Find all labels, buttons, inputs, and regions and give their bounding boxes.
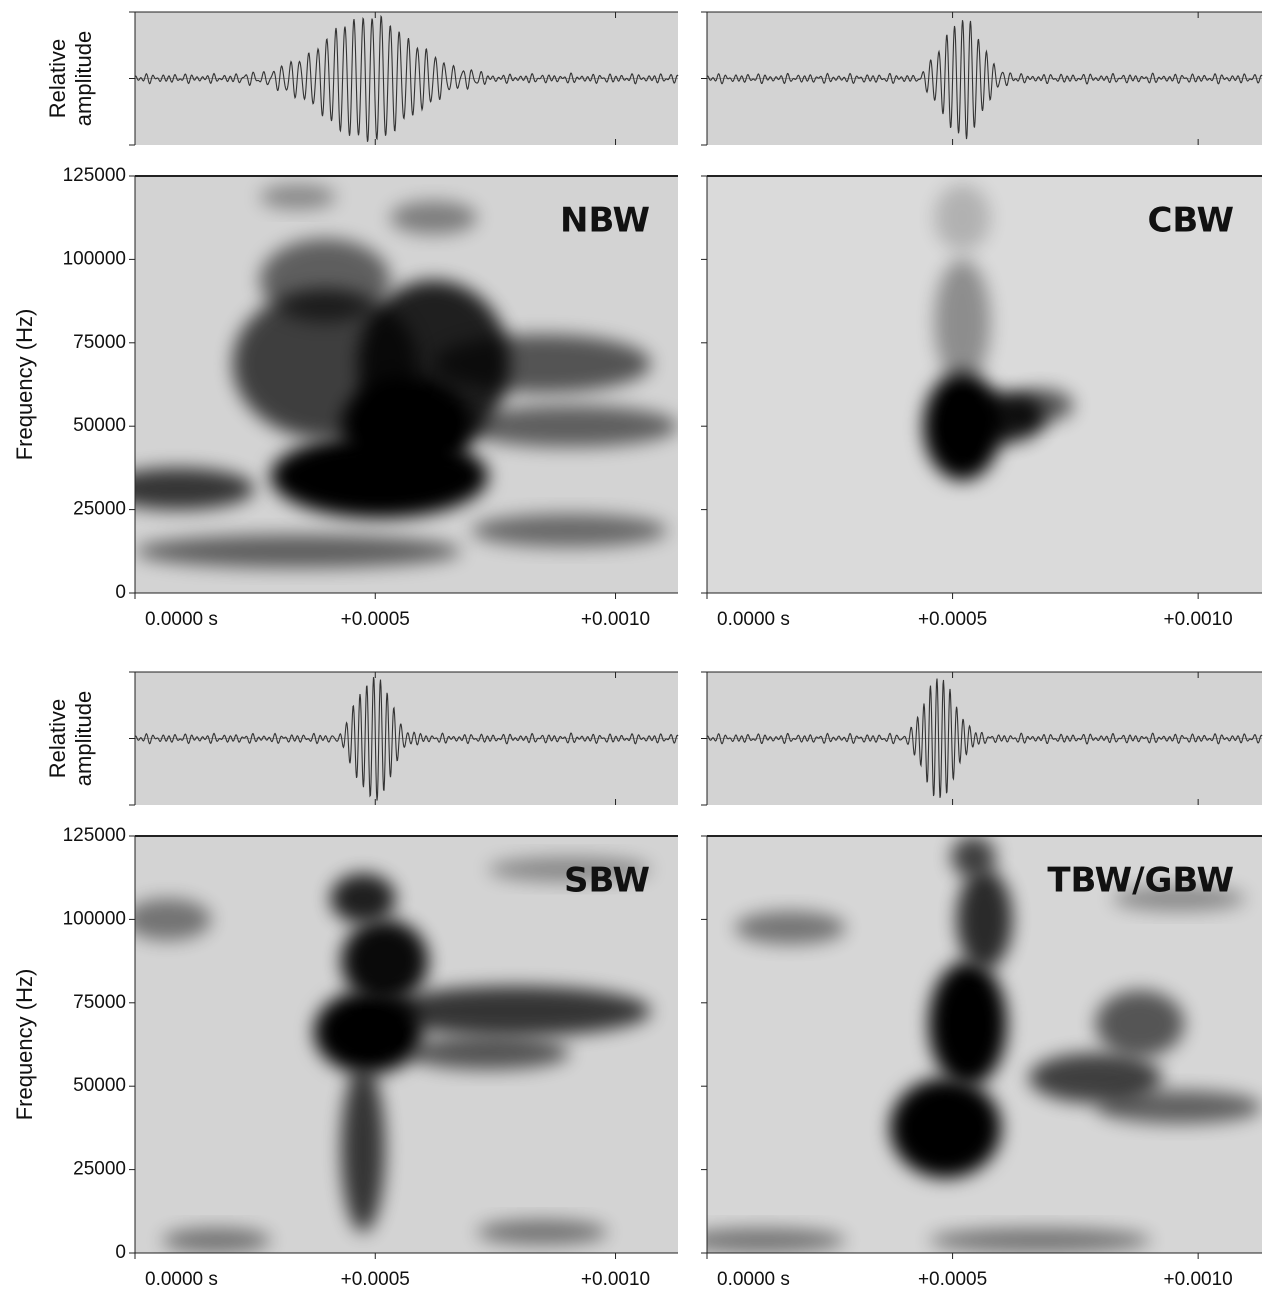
x-tick-label: 0.0000 s: [717, 1269, 790, 1290]
waveform: [134, 677, 679, 801]
x-tick-label: +0.0010: [581, 609, 650, 630]
panel: 0.0000 s +0.0005 +0.0010 TBW/GBW: [701, 671, 1263, 1290]
x-tick-label: +0.0010: [1164, 1269, 1233, 1290]
energy-blob: [929, 1227, 1151, 1253]
energy-blob: [1028, 1052, 1163, 1103]
y-tick-label: 75000: [73, 332, 126, 353]
y-tick-label: 50000: [73, 415, 126, 436]
energy-blob: [232, 288, 418, 439]
energy-blob: [734, 911, 846, 945]
species-label: TBW/GBW: [1047, 861, 1234, 901]
energy-blob: [390, 201, 478, 235]
energy-blob: [460, 405, 678, 448]
energy-blob: [341, 919, 429, 1003]
energy-blob: [162, 1227, 271, 1253]
energy-blob: [951, 836, 996, 878]
y-tick-label: 100000: [63, 908, 126, 929]
energy-blob: [1095, 1090, 1262, 1124]
spectrogram-texture: [135, 856, 651, 1253]
energy-blob: [934, 184, 991, 252]
x-tick-label: +0.0005: [341, 1269, 410, 1290]
energy-blob: [1006, 388, 1074, 423]
waveform: [706, 678, 1263, 798]
energy-blob: [135, 898, 212, 941]
x-tick-label: +0.0005: [341, 609, 410, 630]
y-tick-label: 25000: [73, 1159, 126, 1180]
x-tick-label: 0.0000 s: [145, 1269, 218, 1290]
species-label: SBW: [564, 861, 650, 901]
amplitude-label: Relative: [45, 39, 70, 118]
energy-blob: [707, 1227, 846, 1253]
x-tick-label: 0.0000 s: [717, 609, 790, 630]
energy-blob: [1112, 886, 1246, 912]
amplitude-label: amplitude: [71, 691, 96, 786]
species-label: NBW: [560, 201, 650, 241]
energy-blob: [934, 259, 991, 385]
y-tick-label: 125000: [63, 825, 126, 846]
energy-blob: [487, 856, 651, 882]
spectrogram-texture: [923, 184, 1074, 481]
energy-blob: [929, 961, 1007, 1087]
y-tick-label: 100000: [63, 248, 126, 269]
energy-blob: [341, 1065, 385, 1233]
energy-blob: [379, 986, 651, 1037]
waveform: [706, 20, 1263, 140]
y-axis-label: Frequency (Hz): [12, 969, 37, 1121]
energy-blob: [406, 1036, 570, 1070]
x-tick-label: +0.0010: [581, 1269, 650, 1290]
y-tick-label: 0: [115, 1242, 126, 1263]
energy-blob: [330, 873, 396, 924]
energy-blob: [135, 467, 255, 510]
panel: 0 25000 50000 75000 100000 125000 0.0000 s +0.0…: [12, 11, 679, 630]
energy-blob: [471, 513, 668, 548]
amplitude-label: amplitude: [71, 31, 96, 126]
species-label: CBW: [1147, 201, 1234, 241]
energy-blob: [259, 184, 336, 210]
panel: 0 25000 50000 75000 100000 125000 0.0000 s +0.0…: [12, 671, 679, 1290]
y-tick-label: 75000: [73, 992, 126, 1013]
amplitude-label: Relative: [45, 699, 70, 778]
waveform: [134, 14, 679, 142]
y-tick-label: 0: [115, 582, 126, 603]
x-tick-label: +0.0005: [918, 609, 987, 630]
y-tick-label: 25000: [73, 499, 126, 520]
x-tick-label: 0.0000 s: [145, 609, 218, 630]
x-tick-label: +0.0005: [918, 1269, 987, 1290]
energy-blob: [433, 334, 651, 393]
y-tick-label: 125000: [63, 165, 126, 186]
y-axis-label: Frequency (Hz): [12, 309, 37, 461]
energy-blob: [259, 238, 391, 322]
energy-blob: [956, 869, 1013, 970]
spectrogram-texture: [135, 184, 678, 568]
energy-blob: [890, 1077, 1002, 1178]
spectrogram-texture: [707, 836, 1262, 1253]
panel: 0.0000 s +0.0005 +0.0010 CBW: [701, 11, 1263, 630]
energy-blob: [135, 534, 461, 568]
x-tick-label: +0.0010: [1164, 609, 1233, 630]
y-tick-label: 50000: [73, 1075, 126, 1096]
energy-blob: [477, 1219, 608, 1245]
energy-blob: [1095, 990, 1185, 1058]
